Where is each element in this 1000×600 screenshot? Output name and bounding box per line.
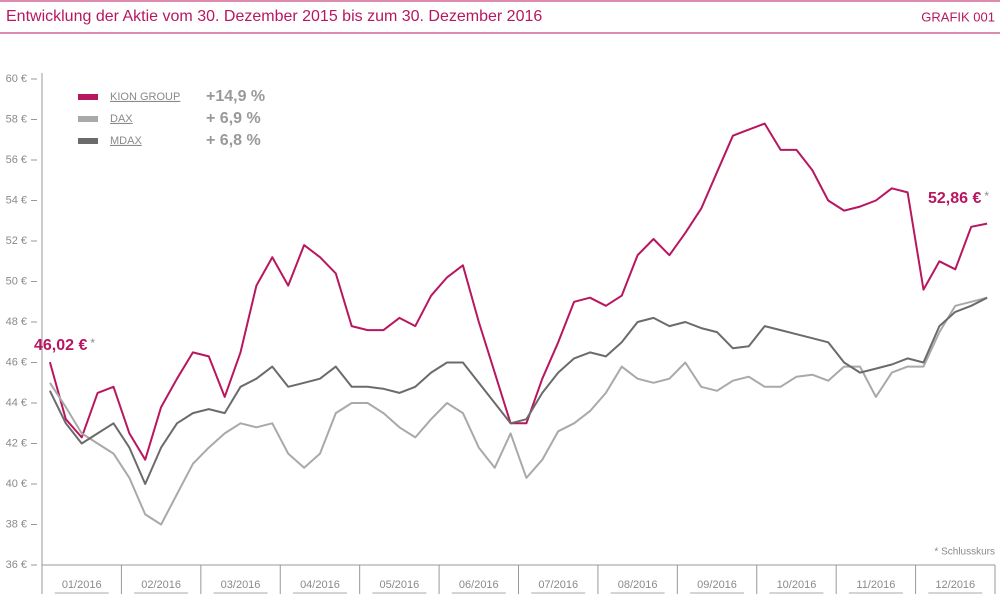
y-tick-label: 60 € [6,73,27,85]
x-tick-label: 04/2016 [300,579,340,591]
y-tick-label: 36 € [6,559,27,571]
x-tick-label: 07/2016 [538,579,578,591]
x-tick-label: 10/2016 [777,579,817,591]
y-tick-label: 48 € [6,316,27,328]
legend-swatch [78,116,98,122]
series-line [49,296,988,485]
y-tick-label: 46 € [6,356,27,368]
footnote: * Schlusskurs [934,547,995,558]
legend-label: DAX [110,113,133,125]
graphic-label: GRAFIK 001 [921,9,995,24]
x-tick-label: 02/2016 [141,579,181,591]
y-tick-label: 38 € [6,518,27,530]
legend-swatch [78,138,98,144]
legend-change: + 6,8 % [206,132,261,149]
y-tick-label: 52 € [6,235,27,247]
x-tick-label: 08/2016 [618,579,658,591]
y-tick-label: 54 € [6,194,27,206]
value-label: 52,86 € [928,190,981,207]
x-tick-label: 11/2016 [856,579,895,591]
y-tick-label: 50 € [6,275,27,287]
value-label: 46,02 € [34,337,87,354]
x-tick-label: 03/2016 [221,579,261,591]
x-tick-label: 09/2016 [697,579,737,591]
legend-swatch [78,94,98,100]
y-tick-label: 40 € [6,478,27,490]
x-tick-label: 01/2016 [62,579,102,591]
chart-title: Entwicklung der Aktie vom 30. Dezember 2… [6,8,542,25]
series-line [49,296,988,526]
legend-label: MDAX [110,135,142,147]
y-tick-label: 56 € [6,154,27,166]
x-tick-label: 05/2016 [379,579,419,591]
x-tick-label: 12/2016 [935,579,975,591]
y-tick-label: 58 € [6,113,27,125]
legend-change: +14,9 % [206,88,265,105]
y-tick-label: 42 € [6,437,27,449]
value-label-suffix: * [90,336,95,350]
x-tick-label: 06/2016 [459,579,499,591]
legend-label: KION GROUP [110,91,180,103]
series-line [48,122,988,461]
y-tick-label: 44 € [6,397,27,409]
legend-change: + 6,9 % [206,110,261,127]
value-label-suffix: * [984,189,989,203]
